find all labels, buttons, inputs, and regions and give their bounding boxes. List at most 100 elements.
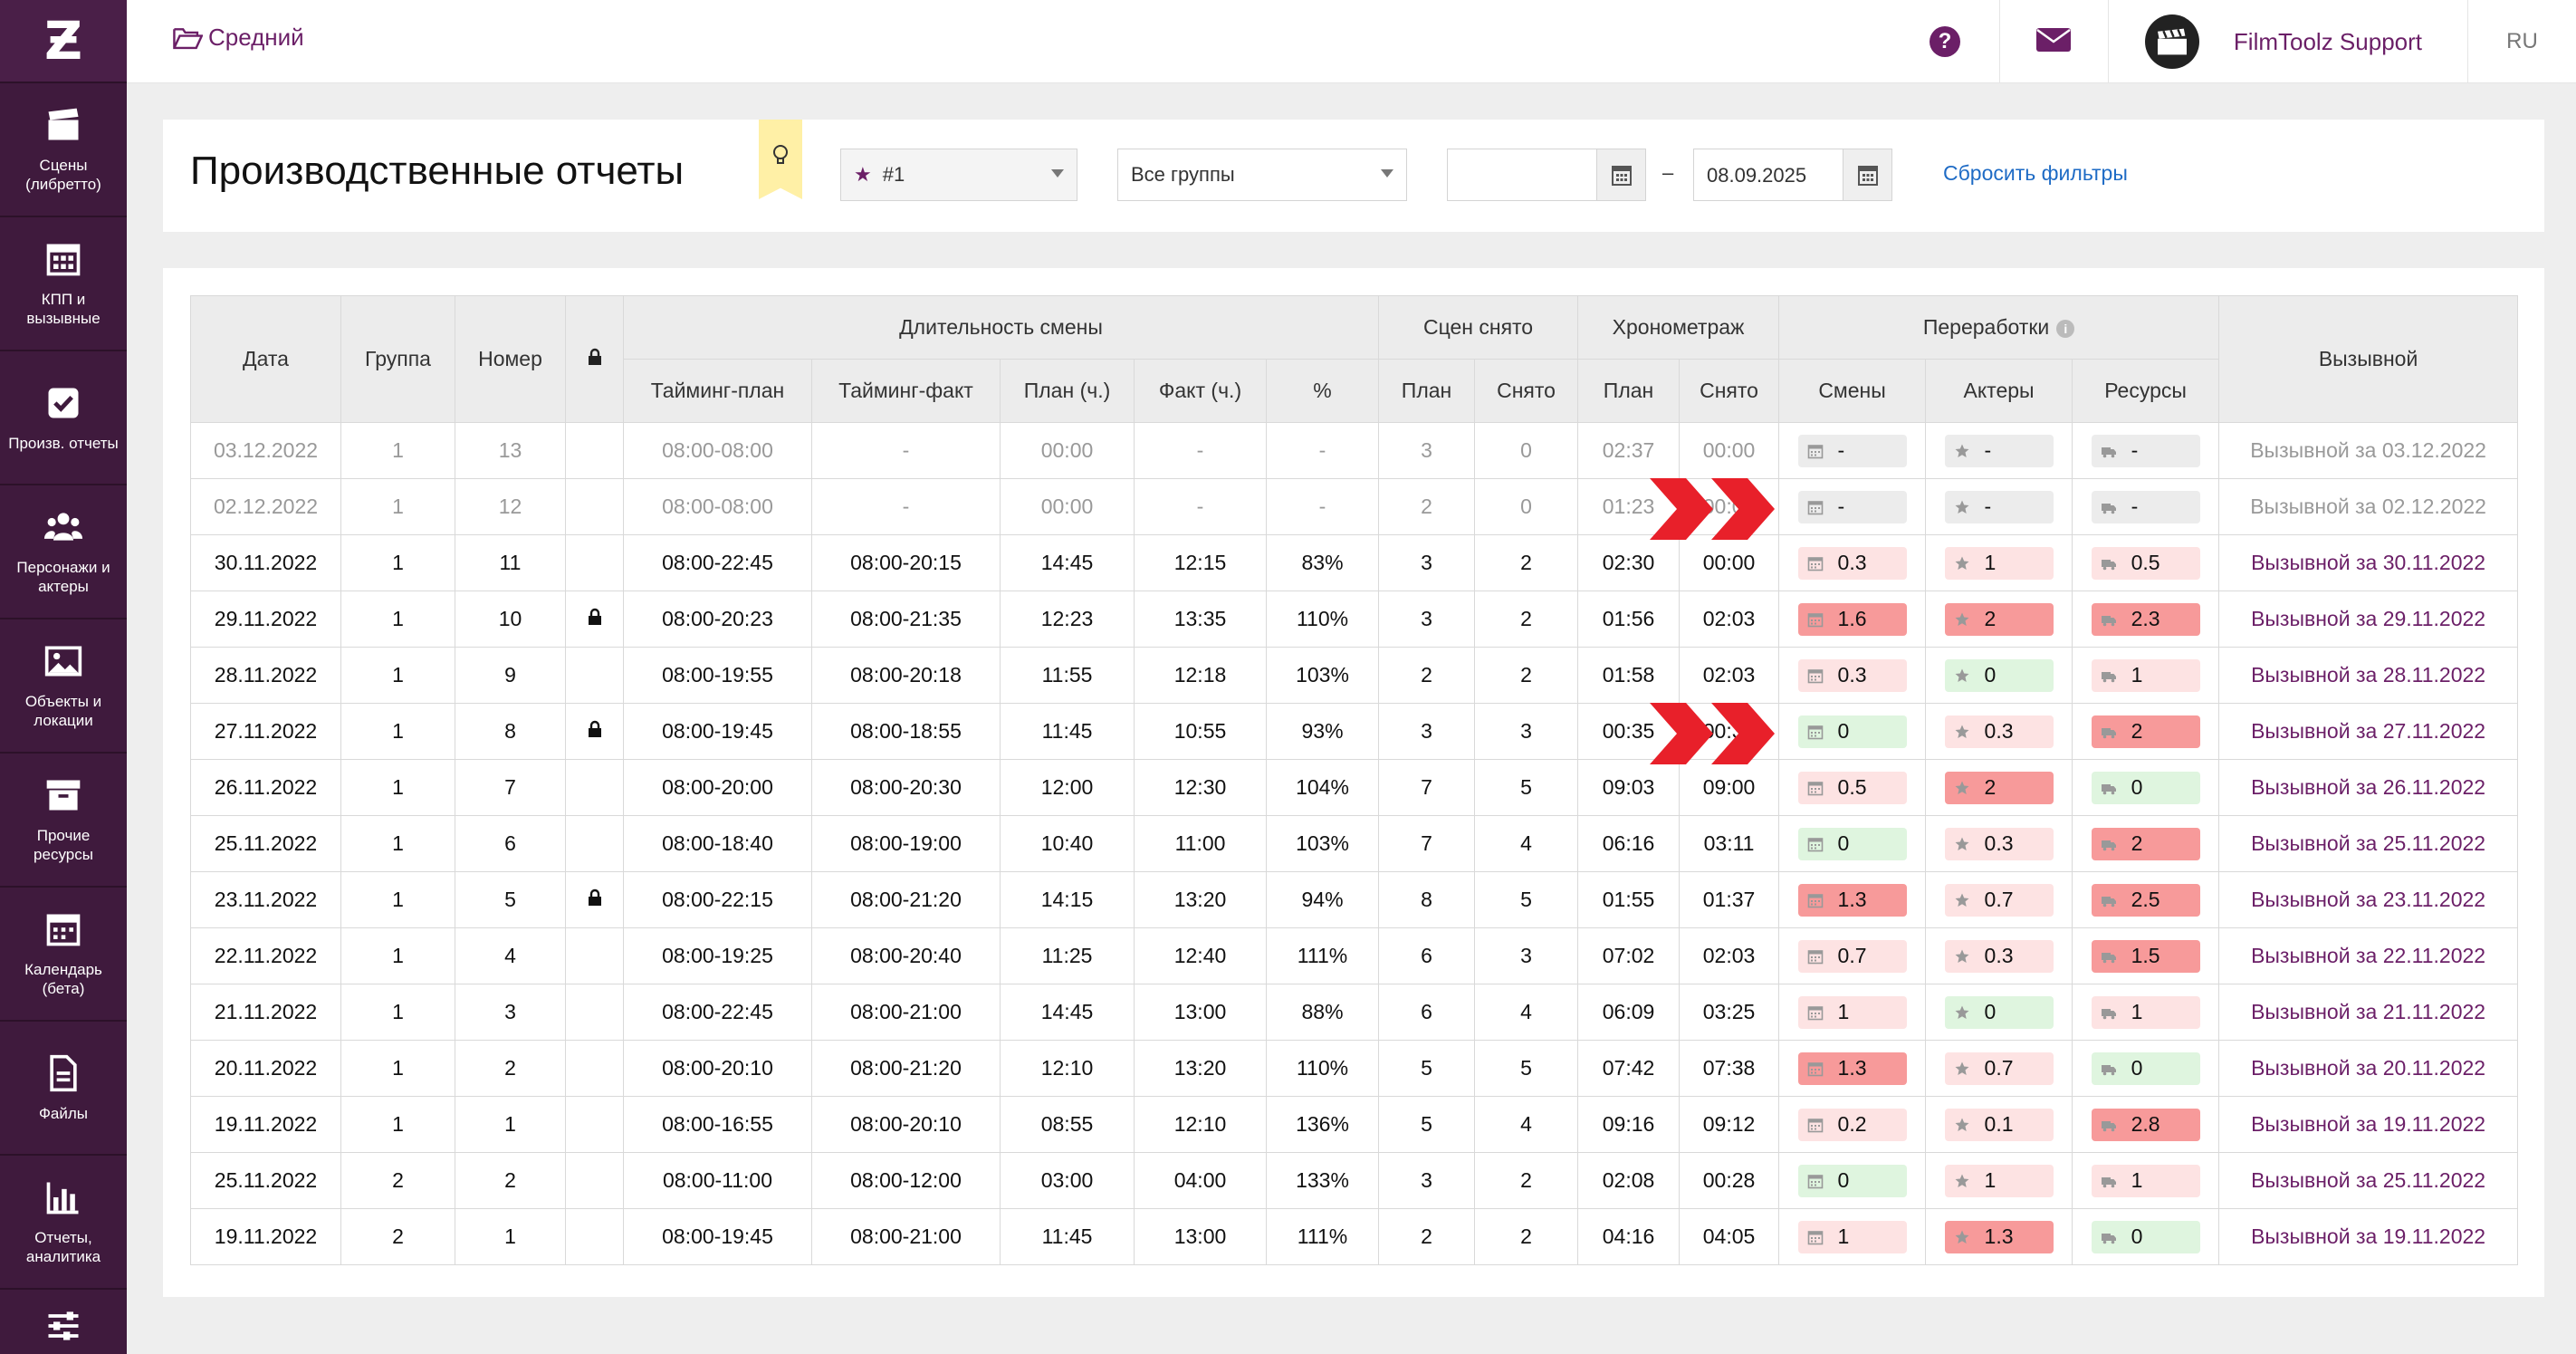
call-sheet-link[interactable]: Вызывной за 20.11.2022 xyxy=(2218,1040,2519,1097)
ot-shifts-pill[interactable]: - xyxy=(1797,490,1907,523)
sidebar-item-analytics[interactable]: Отчеты, аналитика xyxy=(0,1156,127,1290)
ot-actors-pill[interactable]: 0.1 xyxy=(1944,1108,2054,1141)
table-row[interactable]: 22.11.2022 1 4 08:00-19:25 08:00-20:40 11:25 1… xyxy=(190,927,2519,984)
help-button[interactable]: ? xyxy=(1891,0,1999,83)
ot-shifts-pill[interactable]: 1.3 xyxy=(1797,1052,1907,1085)
ot-resources-pill[interactable]: 0 xyxy=(2091,1220,2200,1253)
ot-resources-pill[interactable]: - xyxy=(2091,434,2200,467)
call-sheet-link[interactable]: Вызывной за 22.11.2022 xyxy=(2218,927,2519,984)
call-sheet-link[interactable]: Вызывной за 29.11.2022 xyxy=(2218,591,2519,648)
ot-actors-pill[interactable]: - xyxy=(1944,490,2054,523)
date-from-input[interactable] xyxy=(1447,149,1646,201)
ot-shifts-pill[interactable]: 0 xyxy=(1797,1164,1907,1197)
date-to-input[interactable]: 08.09.2025 xyxy=(1693,149,1892,201)
sidebar-item-resources[interactable]: Прочие ресурсы xyxy=(0,754,127,888)
ot-resources-pill[interactable]: 2 xyxy=(2091,715,2200,748)
table-row[interactable]: 27.11.2022 1 8 08:00-19:45 08:00-18:55 11:45 1… xyxy=(190,703,2519,760)
table-row[interactable]: 03.12.2022 1 13 08:00-08:00-00:00- -3 0 02:37 0… xyxy=(190,422,2519,479)
call-sheet-link[interactable]: Вызывной за 02.12.2022 xyxy=(2218,478,2519,535)
breadcrumb[interactable]: Средний xyxy=(172,24,304,52)
ot-resources-pill[interactable]: 1 xyxy=(2091,658,2200,692)
ot-actors-pill[interactable]: 1.3 xyxy=(1944,1220,2054,1253)
info-icon[interactable]: i xyxy=(2056,319,2075,338)
table-row[interactable]: 30.11.2022 1 11 08:00-22:45 08:00-20:15 14:45… xyxy=(190,534,2519,591)
ot-shifts-pill[interactable]: 0 xyxy=(1797,827,1907,860)
ot-shifts-pill[interactable]: 1.6 xyxy=(1797,602,1907,636)
ot-resources-pill[interactable]: 1 xyxy=(2091,995,2200,1029)
ot-resources-pill[interactable]: 2.5 xyxy=(2091,883,2200,917)
col-group[interactable]: Группа xyxy=(340,295,455,423)
table-row[interactable]: 02.12.2022 1 12 08:00-08:00-00:00- -2 0 01:23 0… xyxy=(190,478,2519,535)
ot-actors-pill[interactable]: 0.3 xyxy=(1944,827,2054,860)
sidebar-item-characters[interactable]: Персонажи и актеры xyxy=(0,485,127,619)
call-sheet-link[interactable]: Вызывной за 19.11.2022 xyxy=(2218,1208,2519,1265)
messages-button[interactable] xyxy=(1998,0,2108,83)
sidebar-item-reports[interactable]: Произв. отчеты xyxy=(0,351,127,485)
ot-shifts-pill[interactable]: 1 xyxy=(1797,995,1907,1029)
ot-actors-pill[interactable]: 0.3 xyxy=(1944,715,2054,748)
call-sheet-link[interactable]: Вызывной за 21.11.2022 xyxy=(2218,984,2519,1041)
ot-resources-pill[interactable]: 2.8 xyxy=(2091,1108,2200,1141)
ot-actors-pill[interactable]: 2 xyxy=(1944,602,2054,636)
ot-shifts-pill[interactable]: 1.3 xyxy=(1797,883,1907,917)
ot-resources-pill[interactable]: 0 xyxy=(2091,1052,2200,1085)
ot-shifts-pill[interactable]: 0.7 xyxy=(1797,939,1907,973)
ot-resources-pill[interactable]: 1.5 xyxy=(2091,939,2200,973)
table-row[interactable]: 25.11.2022 2 2 08:00-11:00 08:00-12:00 03:00 0… xyxy=(190,1152,2519,1209)
call-sheet-link[interactable]: Вызывной за 25.11.2022 xyxy=(2218,815,2519,872)
ot-actors-pill[interactable]: 1 xyxy=(1944,1164,2054,1197)
table-row[interactable]: 26.11.2022 1 7 08:00-20:00 08:00-20:30 12:00 1… xyxy=(190,759,2519,816)
table-row[interactable]: 23.11.2022 1 5 08:00-22:15 08:00-21:20 14:15 1… xyxy=(190,871,2519,928)
table-row[interactable]: 19.11.2022 2 1 08:00-19:45 08:00-21:00 11:45 1… xyxy=(190,1208,2519,1265)
sidebar-item-calendar[interactable]: Календарь (бета) xyxy=(0,888,127,1022)
ot-actors-pill[interactable]: 0 xyxy=(1944,658,2054,692)
table-row[interactable]: 19.11.2022 1 1 08:00-16:55 08:00-20:10 08:55 1… xyxy=(190,1096,2519,1153)
call-sheet-link[interactable]: Вызывной за 26.11.2022 xyxy=(2218,759,2519,816)
table-row[interactable]: 28.11.2022 1 9 08:00-19:55 08:00-20:18 11:55 1… xyxy=(190,647,2519,704)
ot-actors-pill[interactable]: 0.7 xyxy=(1944,883,2054,917)
sidebar-item-files[interactable]: Файлы xyxy=(0,1022,127,1156)
ot-shifts-pill[interactable]: 0 xyxy=(1797,715,1907,748)
ot-shifts-pill[interactable]: 0.2 xyxy=(1797,1108,1907,1141)
calendar-icon[interactable] xyxy=(1596,149,1645,200)
ot-actors-pill[interactable]: 2 xyxy=(1944,771,2054,804)
calendar-icon[interactable] xyxy=(1843,149,1891,200)
ot-resources-pill[interactable]: 0 xyxy=(2091,771,2200,804)
ot-actors-pill[interactable]: 0.7 xyxy=(1944,1052,2054,1085)
table-row[interactable]: 21.11.2022 1 3 08:00-22:45 08:00-21:00 14:45 1… xyxy=(190,984,2519,1041)
ot-shifts-pill[interactable]: 1 xyxy=(1797,1220,1907,1253)
ot-resources-pill[interactable]: - xyxy=(2091,490,2200,523)
sidebar-item-settings[interactable] xyxy=(0,1290,127,1354)
ot-shifts-pill[interactable]: - xyxy=(1797,434,1907,467)
ot-shifts-pill[interactable]: 0.3 xyxy=(1797,546,1907,580)
call-sheet-link[interactable]: Вызывной за 03.12.2022 xyxy=(2218,422,2519,479)
report-select[interactable]: ★ #1 xyxy=(840,149,1077,201)
table-row[interactable]: 20.11.2022 1 2 08:00-20:10 08:00-21:20 12:10 1… xyxy=(190,1040,2519,1097)
call-sheet-link[interactable]: Вызывной за 19.11.2022 xyxy=(2218,1096,2519,1153)
call-sheet-link[interactable]: Вызывной за 28.11.2022 xyxy=(2218,647,2519,704)
call-sheet-link[interactable]: Вызывной за 27.11.2022 xyxy=(2218,703,2519,760)
sidebar-item-scenes[interactable]: Сцены (либретто) xyxy=(0,83,127,217)
ot-resources-pill[interactable]: 0.5 xyxy=(2091,546,2200,580)
sidebar-item-locations[interactable]: Объекты и локации xyxy=(0,619,127,754)
col-number[interactable]: Номер xyxy=(455,295,566,423)
ot-actors-pill[interactable]: - xyxy=(1944,434,2054,467)
table-row[interactable]: 25.11.2022 1 6 08:00-18:40 08:00-19:00 10:40 1… xyxy=(190,815,2519,872)
col-date[interactable]: Дата xyxy=(190,295,341,423)
ot-actors-pill[interactable]: 0 xyxy=(1944,995,2054,1029)
ot-shifts-pill[interactable]: 0.5 xyxy=(1797,771,1907,804)
app-logo[interactable]: Ƶ xyxy=(0,0,127,83)
ot-resources-pill[interactable]: 1 xyxy=(2091,1164,2200,1197)
call-sheet-link[interactable]: Вызывной за 25.11.2022 xyxy=(2218,1152,2519,1209)
call-sheet-link[interactable]: Вызывной за 23.11.2022 xyxy=(2218,871,2519,928)
group-select[interactable]: Все группы xyxy=(1117,149,1407,201)
ot-resources-pill[interactable]: 2.3 xyxy=(2091,602,2200,636)
reset-filters-link[interactable]: Сбросить фильтры xyxy=(1943,161,2128,185)
sidebar-item-calls[interactable]: КПП и вызывные xyxy=(0,217,127,351)
ot-actors-pill[interactable]: 0.3 xyxy=(1944,939,2054,973)
language-switch[interactable]: RU xyxy=(2467,0,2576,83)
call-sheet-link[interactable]: Вызывной за 30.11.2022 xyxy=(2218,534,2519,591)
ot-shifts-pill[interactable]: 0.3 xyxy=(1797,658,1907,692)
ot-actors-pill[interactable]: 1 xyxy=(1944,546,2054,580)
user-menu[interactable]: FilmToolz Support xyxy=(2107,0,2467,83)
